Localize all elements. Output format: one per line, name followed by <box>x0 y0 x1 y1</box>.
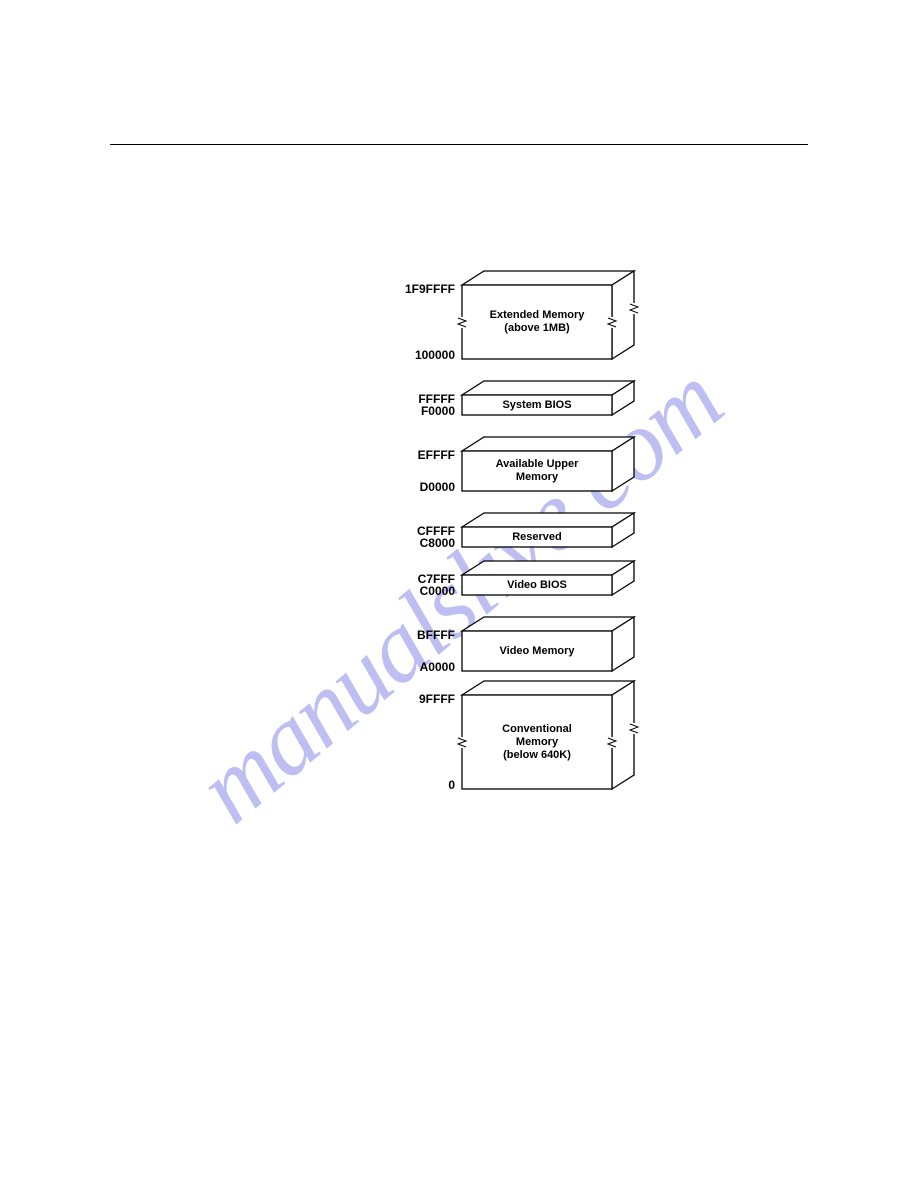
memory-map-diagram: 1F9FFFF 100000 Extended Memory(above 1MB) F… <box>395 270 735 830</box>
address-bottom: C0000 <box>395 584 455 598</box>
block-label: Available UpperMemory <box>462 458 612 484</box>
address-top: 9FFFF <box>395 692 455 706</box>
block-label: ConventionalMemory(below 640K) <box>462 723 612 763</box>
block-label: Video Memory <box>462 645 612 658</box>
block-label: Reserved <box>462 531 612 544</box>
address-top: EFFFF <box>395 448 455 462</box>
address-bottom: A0000 <box>395 660 455 674</box>
address-bottom: F0000 <box>395 404 455 418</box>
address-bottom: C8000 <box>395 536 455 550</box>
block-label: Extended Memory(above 1MB) <box>462 309 612 335</box>
address-bottom: 100000 <box>395 348 455 362</box>
block-label: Video BIOS <box>462 579 612 592</box>
address-bottom: D0000 <box>395 480 455 494</box>
address-top: 1F9FFFF <box>395 282 455 296</box>
address-bottom: 0 <box>395 778 455 792</box>
block-label: System BIOS <box>462 399 612 412</box>
address-top: BFFFF <box>395 628 455 642</box>
horizontal-rule <box>110 144 808 145</box>
